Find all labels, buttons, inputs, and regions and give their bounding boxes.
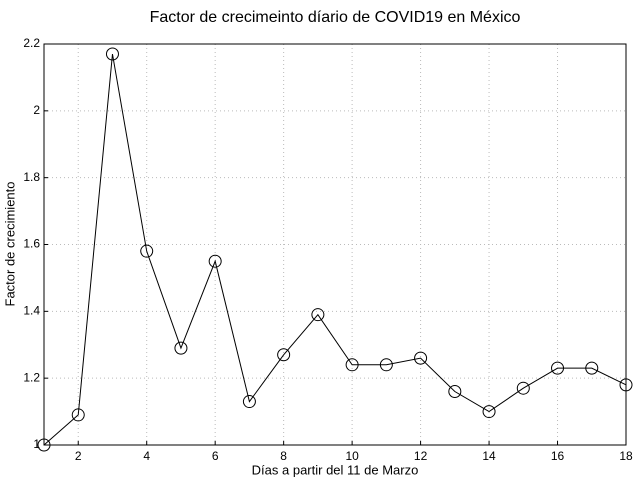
y-axis-title: Factor de crecimiento	[2, 182, 17, 307]
x-tick-label: 18	[619, 449, 633, 463]
point	[379, 358, 393, 372]
point	[551, 361, 565, 375]
x-axis-title: Días a partir del 11 de Marzo	[252, 462, 419, 477]
point	[174, 341, 188, 355]
point	[277, 348, 291, 362]
point	[37, 438, 51, 452]
point	[71, 408, 85, 422]
point	[105, 47, 119, 61]
point	[619, 378, 633, 392]
plot-frame	[43, 43, 627, 446]
point	[140, 244, 154, 258]
x-tick-label: 12	[414, 449, 428, 463]
y-tick-label: 2.2	[23, 36, 40, 50]
y-tick-label: 1.4	[23, 304, 40, 318]
y-tick-label: 1.6	[23, 237, 40, 251]
y-tick-label: 2	[33, 103, 40, 117]
point	[448, 385, 462, 399]
series-line	[43, 53, 627, 446]
x-tick-label: 14	[482, 449, 496, 463]
x-tick-label: 4	[143, 449, 150, 463]
x-tick-label: 10	[345, 449, 359, 463]
point	[516, 381, 530, 395]
chart-title: Factor de crecimeinto díario de COVID19 …	[150, 9, 521, 26]
point	[311, 308, 325, 322]
point	[345, 358, 359, 372]
x-tick-label: 2	[75, 449, 82, 463]
x-tick-label: 8	[280, 449, 287, 463]
point	[585, 361, 599, 375]
x-tick-label: 6	[212, 449, 219, 463]
y-tick-label: 1.8	[23, 170, 40, 184]
point	[242, 395, 256, 409]
y-tick-label: 1	[33, 437, 40, 451]
point	[208, 254, 222, 268]
point	[482, 405, 496, 419]
x-tick-label: 16	[551, 449, 565, 463]
point	[414, 351, 428, 365]
y-tick-label: 1.2	[23, 370, 40, 384]
